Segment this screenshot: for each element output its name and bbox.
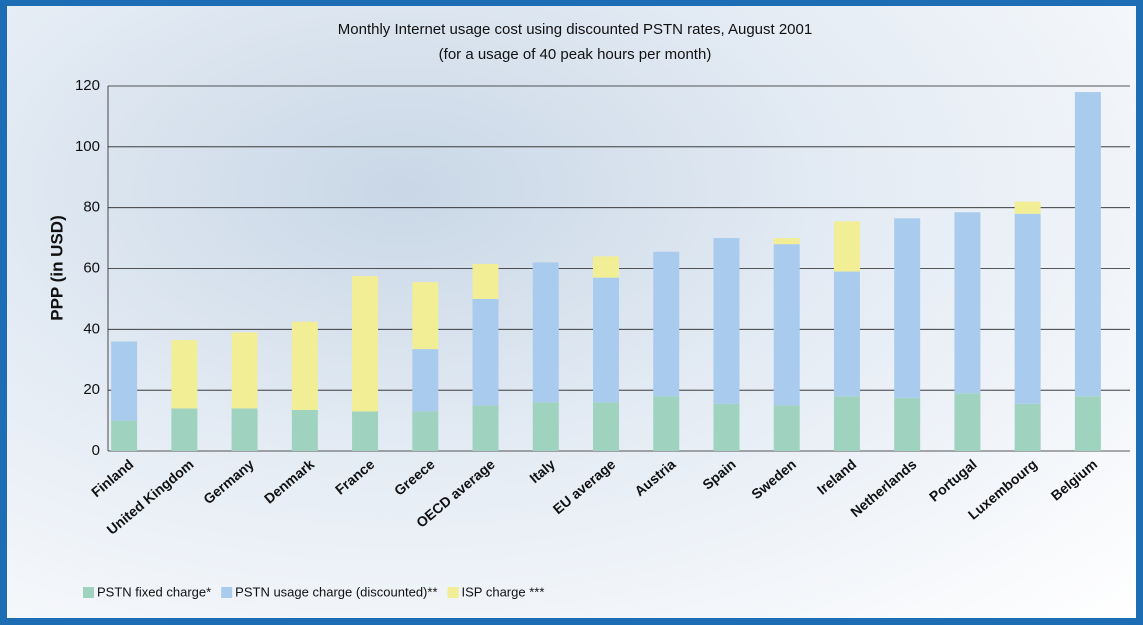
bar-segment bbox=[473, 299, 499, 405]
bar-segment bbox=[171, 408, 197, 451]
bar-segment bbox=[713, 404, 739, 451]
bar-segment bbox=[232, 408, 258, 451]
legend-swatch bbox=[221, 587, 232, 598]
x-tick-label: Finland bbox=[88, 456, 136, 500]
bar-segment bbox=[774, 405, 800, 451]
x-tick-label: Belgium bbox=[1048, 456, 1101, 504]
bar-segment bbox=[1015, 202, 1041, 214]
bar-segment bbox=[1015, 214, 1041, 404]
legend-label: PSTN usage charge (discounted)** bbox=[235, 584, 437, 599]
x-tick-label: Portugal bbox=[926, 456, 980, 505]
bar-segment bbox=[412, 282, 438, 349]
bar-segment bbox=[834, 272, 860, 397]
y-tick-label: 100 bbox=[75, 138, 100, 155]
x-tick-label: EU average bbox=[550, 456, 619, 517]
bar-segment bbox=[593, 256, 619, 277]
bar-segment bbox=[894, 398, 920, 451]
bar-segment bbox=[473, 405, 499, 451]
bar-segment bbox=[232, 332, 258, 408]
bar-segment bbox=[653, 396, 679, 451]
x-tick-label: Austria bbox=[631, 456, 678, 499]
y-tick-label: 120 bbox=[75, 77, 100, 94]
bar-segment bbox=[352, 276, 378, 411]
bar-segment bbox=[412, 349, 438, 411]
bar-segment bbox=[1015, 404, 1041, 451]
legend-swatch bbox=[83, 587, 94, 598]
bar-segment bbox=[473, 264, 499, 299]
x-tick-label: Ireland bbox=[814, 456, 859, 498]
chart-subtitle: (for a usage of 40 peak hours per month) bbox=[439, 46, 712, 63]
x-tick-label: France bbox=[332, 456, 378, 498]
bar-segment bbox=[894, 218, 920, 397]
bar-segment bbox=[774, 244, 800, 405]
y-tick-label: 40 bbox=[83, 320, 100, 337]
bar-segment bbox=[412, 411, 438, 451]
x-tick-label: Greece bbox=[391, 456, 438, 499]
x-tick-label: Sweden bbox=[748, 456, 799, 502]
bar-segment bbox=[713, 238, 739, 404]
bar-segment bbox=[292, 322, 318, 410]
bar-segment bbox=[774, 238, 800, 244]
bar-segment bbox=[292, 410, 318, 451]
bar-segment bbox=[352, 411, 378, 451]
y-tick-label: 80 bbox=[83, 199, 100, 216]
bar-segment bbox=[954, 212, 980, 393]
x-tick-label: Spain bbox=[699, 456, 738, 493]
bar-segment bbox=[593, 278, 619, 403]
chart: Monthly Internet usage cost using discou… bbox=[0, 0, 1143, 625]
x-tick-label: Netherlands bbox=[847, 456, 919, 520]
bar-segment bbox=[593, 402, 619, 451]
bar-segment bbox=[533, 262, 559, 402]
bar-segment bbox=[653, 252, 679, 396]
y-tick-label: 0 bbox=[92, 442, 100, 459]
bar-segment bbox=[834, 396, 860, 451]
y-tick-label: 20 bbox=[83, 381, 100, 398]
chart-title: Monthly Internet usage cost using discou… bbox=[338, 21, 812, 38]
y-axis-label: PPP (in USD) bbox=[47, 215, 66, 320]
legend-label: PSTN fixed charge* bbox=[97, 584, 211, 599]
bar-segment bbox=[111, 421, 137, 451]
bar-segment bbox=[171, 340, 197, 408]
legend-label: ISP charge *** bbox=[462, 584, 545, 599]
bar-segment bbox=[111, 342, 137, 421]
legend-swatch bbox=[448, 587, 459, 598]
bar-segment bbox=[1075, 92, 1101, 396]
bar-segment bbox=[1075, 396, 1101, 451]
x-tick-label: Italy bbox=[526, 456, 558, 486]
x-tick-label: Germany bbox=[200, 456, 257, 507]
x-tick-label: Denmark bbox=[261, 456, 317, 507]
bar-segment bbox=[834, 221, 860, 271]
y-tick-label: 60 bbox=[83, 259, 100, 276]
bar-segment bbox=[954, 393, 980, 451]
bar-segment bbox=[533, 402, 559, 451]
